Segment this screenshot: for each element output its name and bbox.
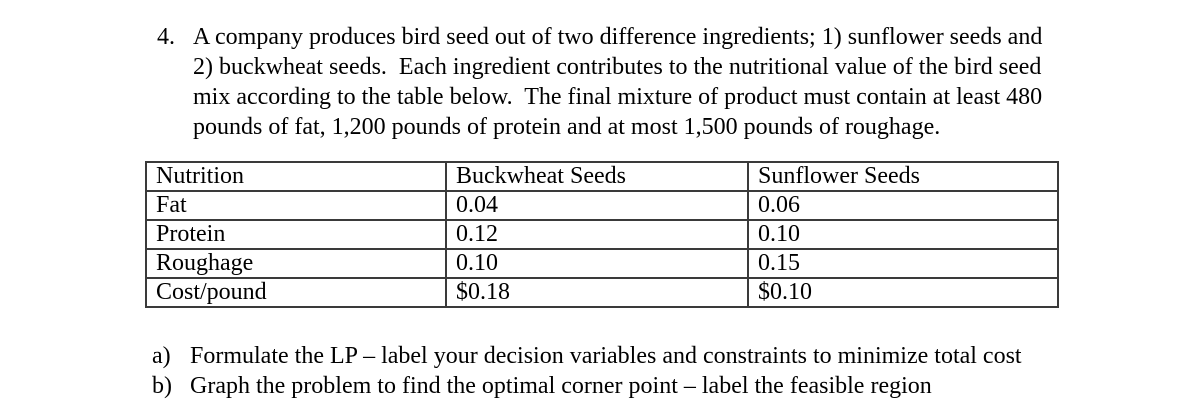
row-label-fat: Fat — [145, 190, 447, 221]
table-row: Cost/pound $0.18 $0.10 — [145, 277, 1059, 308]
problem-text-line: pounds of fat, 1,200 pounds of protein a… — [193, 114, 941, 140]
part-a-label: a) — [152, 343, 171, 369]
row-label-cost-per-pound: Cost/pound — [145, 277, 447, 308]
problem-text-line: 2) buckwheat seeds. Each ingredient cont… — [193, 54, 1042, 80]
part-b: b) Graph the problem to find the optimal… — [152, 371, 1022, 401]
roughage-sunflower-value: 0.15 — [747, 248, 1059, 279]
problem-text-line: A company produces bird seed out of two … — [193, 24, 1043, 50]
problem-text-line: mix according to the table below. The fi… — [193, 84, 1043, 110]
problem-number: 4. — [157, 24, 175, 50]
column-header-buckwheat-seeds: Buckwheat Seeds — [445, 161, 749, 192]
fat-sunflower-value: 0.06 — [747, 190, 1059, 221]
fat-buckwheat-value: 0.04 — [445, 190, 749, 221]
protein-sunflower-value: 0.10 — [747, 219, 1059, 250]
row-label-protein: Protein — [145, 219, 447, 250]
row-label-roughage: Roughage — [145, 248, 447, 279]
cost-buckwheat-value: $0.18 — [445, 277, 749, 308]
column-header-sunflower-seeds: Sunflower Seeds — [747, 161, 1059, 192]
table-row: Protein 0.12 0.10 — [145, 219, 1059, 250]
table-row: Roughage 0.10 0.15 — [145, 248, 1059, 279]
question-parts: a) Formulate the LP – label your decisio… — [152, 341, 1022, 401]
part-b-label: b) — [152, 373, 172, 399]
problem-statement: 4. A company produces bird seed out of t… — [157, 22, 1042, 142]
table-row: Fat 0.04 0.06 — [145, 190, 1059, 221]
roughage-buckwheat-value: 0.10 — [445, 248, 749, 279]
part-a: a) Formulate the LP – label your decisio… — [152, 341, 1022, 371]
protein-buckwheat-value: 0.12 — [445, 219, 749, 250]
nutrition-table: Nutrition Buckwheat Seeds Sunflower Seed… — [145, 161, 1059, 308]
column-header-nutrition: Nutrition — [145, 161, 447, 192]
cost-sunflower-value: $0.10 — [747, 277, 1059, 308]
part-a-text: Formulate the LP – label your decision v… — [190, 343, 1022, 369]
problem-text: A company produces bird seed out of two … — [193, 22, 1042, 142]
part-b-text: Graph the problem to find the optimal co… — [190, 373, 932, 399]
table-header-row: Nutrition Buckwheat Seeds Sunflower Seed… — [145, 161, 1059, 192]
